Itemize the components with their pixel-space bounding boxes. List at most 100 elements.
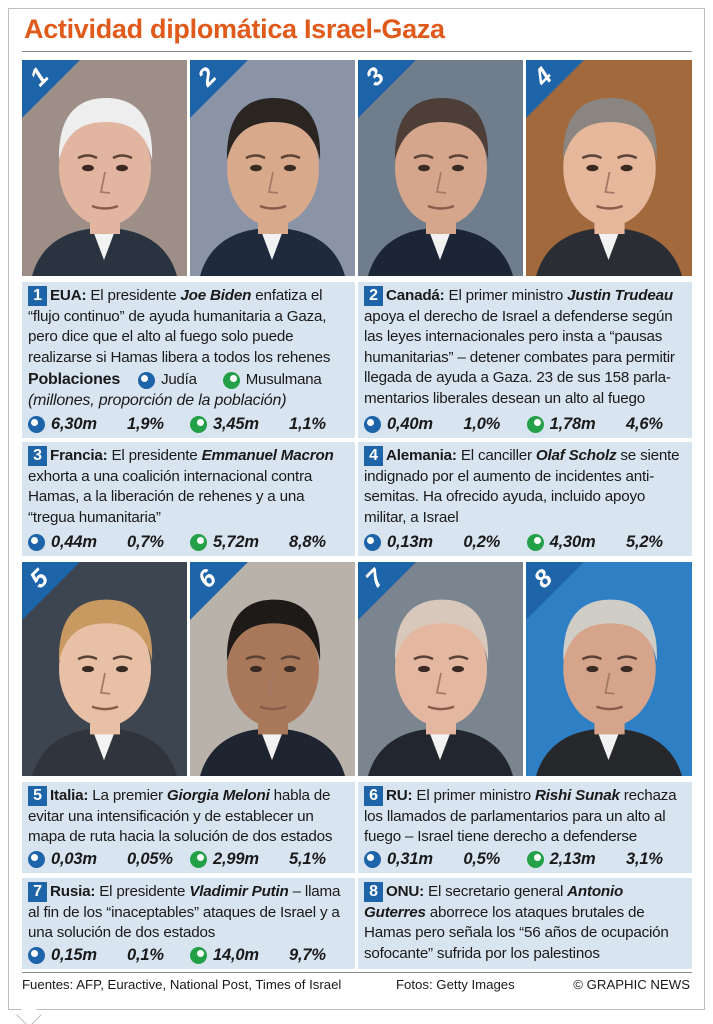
photo-1: 1 (22, 60, 187, 276)
panel-un: 8 ONU: El secretario general Antonio Gute… (358, 878, 692, 969)
photo-6: 6 (190, 562, 355, 776)
country-name: RU: (386, 787, 413, 804)
muslim-population-share: 5,1% (289, 849, 349, 870)
muslim-population-millions: 5,72m (213, 532, 259, 551)
title-divider (22, 51, 692, 52)
jewish-population: 0,44m (28, 532, 124, 553)
portrait-vladimir-putin-icon (358, 562, 523, 776)
muslim-population: 2,99m (190, 849, 286, 870)
legend-note: (millones, proporción de la población) (28, 392, 287, 409)
muslim-population-icon (526, 415, 544, 433)
footer-copyright: © GRAPHIC NEWS (573, 977, 690, 992)
photo-2: 2 (190, 60, 355, 276)
muslim-population-share: 1,1% (289, 414, 349, 435)
panel-canada: 2 Canadá: El primer ministro Justin Trude… (358, 282, 692, 438)
jewish-population-percent: 0,1% (127, 945, 164, 964)
corner-badge (526, 562, 584, 620)
population-legend: Poblaciones Judía Musulmana (28, 369, 349, 391)
country-name: ONU: (386, 883, 425, 900)
corner-badge (190, 562, 248, 620)
jewish-population-millions: 0,31m (387, 849, 433, 868)
corner-badge (526, 60, 584, 118)
country-name: Canadá: (386, 287, 445, 304)
muslim-population-icon (190, 946, 207, 964)
corner-badge (358, 60, 416, 118)
panel-description: enfatiza el “flujo continuo” de ayuda hu… (28, 287, 331, 366)
jewish-population-share: 0,1% (127, 945, 187, 966)
portrait-giorgia-meloni-icon (22, 562, 187, 776)
panel-description: rechaza los llamados de parlamentarios p… (364, 787, 677, 845)
leader-name: Antonio Guterres (364, 883, 624, 921)
panel-usa: 1 EUA: El presidente Joe Biden enfatiza e… (22, 282, 355, 438)
panel-description: se siente indignado por el aumento de in… (364, 447, 680, 526)
muslim-population-millions: 2,99m (213, 849, 259, 868)
panel-description: exhorta a una coalición internacional co… (28, 467, 313, 526)
jewish-population-icon (364, 850, 381, 868)
corner-badge (22, 60, 80, 118)
jewish-population-millions: 0,03m (51, 849, 97, 868)
muslim-population-percent: 5,1% (289, 849, 326, 868)
country-name: Rusia: (50, 883, 96, 900)
country-name: Alemania: (386, 447, 457, 464)
jewish-population: 6,30m (28, 414, 124, 435)
population-stats: 0,40m 1,0% 1,78m 4,6% (364, 413, 686, 435)
jewish-population-percent: 1,0% (463, 414, 501, 433)
muslim-population-percent: 3,1% (625, 849, 663, 868)
jewish-population: 0,13m (364, 532, 460, 553)
leader-title: El primer ministro (444, 287, 568, 304)
leader-name: Emmanuel Macron (201, 447, 334, 464)
leader-name: Joe Biden (180, 287, 252, 304)
corner-badge (358, 562, 416, 620)
leader-name: Rishi Sunak (535, 787, 620, 804)
muslim-population: 3,45m (190, 414, 286, 435)
jewish-population-share: 0,2% (463, 532, 523, 553)
panel-number-badge: 3 (28, 446, 47, 466)
muslim-population-icon (190, 850, 207, 868)
jewish-population-share: 1,0% (463, 414, 523, 435)
jewish-population-millions: 6,30m (51, 414, 97, 433)
leader-title: La premier (88, 787, 167, 804)
muslim-population-icon (222, 371, 240, 389)
portrait-justin-trudeau-icon (190, 60, 355, 276)
muslim-population-percent: 5,2% (625, 532, 663, 551)
panel-germany: 4 Alemania: El canciller Olaf Scholz se s… (358, 442, 692, 556)
leader-name: Justin Trudeau (567, 287, 673, 304)
leader-title: El primer ministro (412, 787, 535, 804)
jewish-population-percent: 0,05% (127, 849, 173, 868)
jewish-population-icon (28, 415, 45, 433)
muslim-population-share: 3,1% (626, 849, 686, 870)
jewish-population: 0,03m (28, 849, 124, 870)
muslim-population-percent: 1,1% (289, 414, 326, 433)
panel-description: – llama al fin de los “inaceptables” ata… (28, 883, 341, 941)
jewish-population-millions: 0,15m (51, 945, 97, 964)
population-stats: 0,15m 0,1% 14,0m 9,7% (28, 944, 349, 966)
muslim-population-share: 8,8% (289, 532, 349, 553)
muslim-population-percent: 4,6% (625, 414, 663, 433)
jewish-population-icon (28, 850, 45, 868)
photo-3: 3 (358, 60, 523, 276)
leader-title: El presidente (107, 447, 202, 464)
leader-name: Giorgia Meloni (166, 787, 270, 804)
country-name: Italia: (50, 787, 89, 804)
muslim-population: 5,72m (190, 532, 286, 553)
leader-name: Vladimir Putin (189, 883, 289, 900)
leader-title: El canciller (456, 447, 536, 464)
country-name: Francia: (50, 447, 108, 464)
muslim-population-millions: 14,0m (213, 945, 259, 964)
photo-7: 7 (358, 562, 523, 776)
portrait-antonio-guterres-icon (526, 562, 692, 776)
jewish-population-icon (364, 415, 381, 433)
muslim-population-millions: 1,78m (549, 414, 596, 433)
panel-russia: 7 Rusia: El presidente Vladimir Putin – l… (22, 878, 355, 969)
panel-number-badge: 2 (364, 286, 383, 306)
muslim-population-icon (526, 850, 544, 868)
muslim-population-percent: 8,8% (289, 532, 326, 551)
muslim-population: 4,30m (526, 532, 623, 553)
jewish-population-millions: 0,40m (387, 414, 433, 433)
muslim-population: 14,0m (190, 945, 286, 966)
jewish-population-icon (364, 533, 381, 551)
leader-title: El presidente (86, 287, 181, 304)
jewish-population-share: 0,05% (127, 849, 187, 870)
muslim-population-millions: 3,45m (213, 414, 259, 433)
panel-number-badge: 8 (364, 882, 383, 902)
